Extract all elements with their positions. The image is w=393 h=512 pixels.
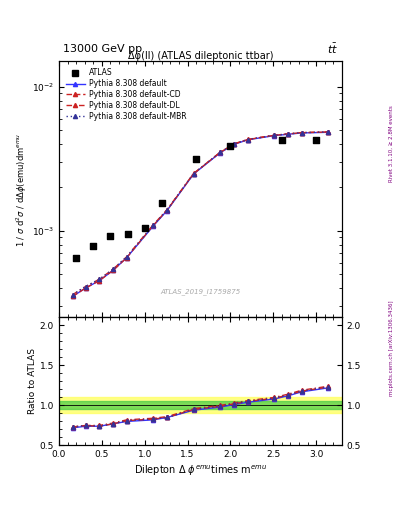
Text: Rivet 3.1.10, ≥ 2.8M events: Rivet 3.1.10, ≥ 2.8M events bbox=[389, 105, 393, 182]
Y-axis label: Ratio to ATLAS: Ratio to ATLAS bbox=[28, 349, 37, 414]
Point bbox=[141, 224, 148, 232]
X-axis label: Dilepton $\Delta$ $\phi^{emu}$times m$^{emu}$: Dilepton $\Delta$ $\phi^{emu}$times m$^{… bbox=[134, 463, 267, 478]
Point bbox=[73, 253, 79, 262]
Point bbox=[313, 136, 320, 144]
Text: mcplots.cern.ch [arXiv:1306.3436]: mcplots.cern.ch [arXiv:1306.3436] bbox=[389, 301, 393, 396]
Y-axis label: 1 / $\sigma$ d$^2\sigma$ / d$\Delta\phi$(emu)dm$^{emu}$: 1 / $\sigma$ d$^2\sigma$ / d$\Delta\phi$… bbox=[15, 132, 29, 247]
Text: $t\bar{t}$: $t\bar{t}$ bbox=[327, 41, 338, 56]
Point bbox=[125, 230, 131, 238]
Point bbox=[159, 199, 165, 207]
Text: 13000 GeV pp: 13000 GeV pp bbox=[63, 44, 142, 54]
Point bbox=[107, 232, 114, 240]
Point bbox=[90, 242, 96, 250]
Bar bbox=[59, 401, 342, 410]
Legend: ATLAS, Pythia 8.308 default, Pythia 8.308 default-CD, Pythia 8.308 default-DL, P: ATLAS, Pythia 8.308 default, Pythia 8.30… bbox=[63, 65, 189, 124]
Bar bbox=[59, 397, 342, 414]
Title: Δφ(ll) (ATLAS dileptonic ttbar): Δφ(ll) (ATLAS dileptonic ttbar) bbox=[128, 51, 273, 60]
Point bbox=[227, 142, 233, 150]
Point bbox=[193, 155, 199, 163]
Text: ATLAS_2019_I1759875: ATLAS_2019_I1759875 bbox=[160, 288, 241, 295]
Point bbox=[279, 136, 285, 144]
